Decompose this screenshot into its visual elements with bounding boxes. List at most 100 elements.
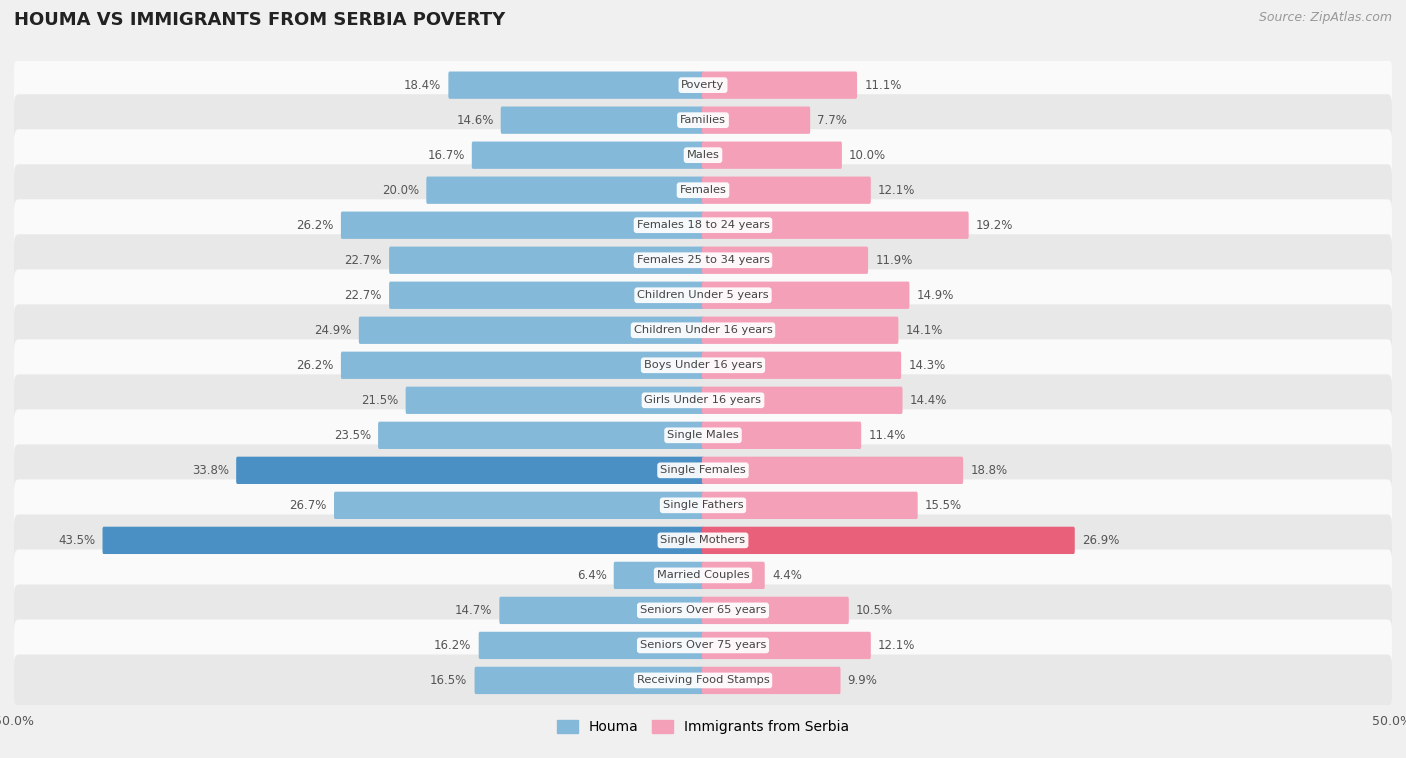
FancyBboxPatch shape [14, 269, 1392, 321]
Text: 10.5%: 10.5% [856, 604, 893, 617]
Text: Females: Females [679, 185, 727, 196]
Text: 15.5%: 15.5% [925, 499, 962, 512]
FancyBboxPatch shape [499, 597, 704, 624]
Legend: Houma, Immigrants from Serbia: Houma, Immigrants from Serbia [551, 715, 855, 740]
Text: 10.0%: 10.0% [849, 149, 886, 161]
Text: 16.7%: 16.7% [427, 149, 464, 161]
FancyBboxPatch shape [14, 130, 1392, 181]
FancyBboxPatch shape [335, 492, 704, 519]
FancyBboxPatch shape [449, 71, 704, 99]
FancyBboxPatch shape [389, 281, 704, 309]
FancyBboxPatch shape [472, 142, 704, 169]
FancyBboxPatch shape [702, 456, 963, 484]
Text: 12.1%: 12.1% [877, 639, 915, 652]
FancyBboxPatch shape [702, 492, 918, 519]
FancyBboxPatch shape [702, 562, 765, 589]
Text: 14.3%: 14.3% [908, 359, 946, 371]
Text: 18.8%: 18.8% [970, 464, 1008, 477]
FancyBboxPatch shape [14, 199, 1392, 251]
Text: 24.9%: 24.9% [315, 324, 352, 337]
Text: 6.4%: 6.4% [576, 569, 606, 582]
Text: Females 25 to 34 years: Females 25 to 34 years [637, 255, 769, 265]
FancyBboxPatch shape [702, 107, 810, 134]
Text: 14.1%: 14.1% [905, 324, 943, 337]
FancyBboxPatch shape [14, 59, 1392, 111]
FancyBboxPatch shape [340, 211, 704, 239]
FancyBboxPatch shape [702, 281, 910, 309]
Text: 22.7%: 22.7% [344, 254, 382, 267]
FancyBboxPatch shape [14, 340, 1392, 391]
Text: 14.4%: 14.4% [910, 394, 948, 407]
Text: 12.1%: 12.1% [877, 183, 915, 196]
Text: Single Mothers: Single Mothers [661, 535, 745, 545]
Text: Single Females: Single Females [661, 465, 745, 475]
Text: Receiving Food Stamps: Receiving Food Stamps [637, 675, 769, 685]
Text: 33.8%: 33.8% [193, 464, 229, 477]
Text: Single Males: Single Males [666, 431, 740, 440]
Text: 19.2%: 19.2% [976, 219, 1014, 232]
FancyBboxPatch shape [426, 177, 704, 204]
FancyBboxPatch shape [478, 631, 704, 659]
FancyBboxPatch shape [14, 94, 1392, 146]
FancyBboxPatch shape [702, 211, 969, 239]
Text: 26.2%: 26.2% [297, 219, 333, 232]
FancyBboxPatch shape [475, 667, 704, 694]
FancyBboxPatch shape [340, 352, 704, 379]
Text: Poverty: Poverty [682, 80, 724, 90]
FancyBboxPatch shape [702, 527, 1074, 554]
FancyBboxPatch shape [406, 387, 704, 414]
Text: Children Under 5 years: Children Under 5 years [637, 290, 769, 300]
Text: 26.2%: 26.2% [297, 359, 333, 371]
Text: Families: Families [681, 115, 725, 125]
Text: 22.7%: 22.7% [344, 289, 382, 302]
FancyBboxPatch shape [702, 71, 858, 99]
FancyBboxPatch shape [14, 550, 1392, 601]
Text: Seniors Over 75 years: Seniors Over 75 years [640, 641, 766, 650]
FancyBboxPatch shape [14, 619, 1392, 672]
FancyBboxPatch shape [702, 177, 870, 204]
FancyBboxPatch shape [14, 479, 1392, 531]
Text: 14.6%: 14.6% [456, 114, 494, 127]
Text: Single Fathers: Single Fathers [662, 500, 744, 510]
Text: 7.7%: 7.7% [817, 114, 848, 127]
Text: 16.2%: 16.2% [434, 639, 471, 652]
FancyBboxPatch shape [14, 234, 1392, 286]
FancyBboxPatch shape [103, 527, 704, 554]
FancyBboxPatch shape [702, 246, 868, 274]
FancyBboxPatch shape [702, 387, 903, 414]
Text: Males: Males [686, 150, 720, 160]
Text: Girls Under 16 years: Girls Under 16 years [644, 396, 762, 406]
Text: 21.5%: 21.5% [361, 394, 398, 407]
Text: 23.5%: 23.5% [333, 429, 371, 442]
Text: 9.9%: 9.9% [848, 674, 877, 687]
Text: Boys Under 16 years: Boys Under 16 years [644, 360, 762, 370]
FancyBboxPatch shape [378, 421, 704, 449]
FancyBboxPatch shape [702, 421, 862, 449]
Text: 18.4%: 18.4% [404, 79, 441, 92]
Text: 4.4%: 4.4% [772, 569, 801, 582]
FancyBboxPatch shape [14, 409, 1392, 461]
Text: 26.7%: 26.7% [290, 499, 326, 512]
FancyBboxPatch shape [14, 305, 1392, 356]
Text: Females 18 to 24 years: Females 18 to 24 years [637, 221, 769, 230]
FancyBboxPatch shape [702, 142, 842, 169]
Text: 14.9%: 14.9% [917, 289, 953, 302]
FancyBboxPatch shape [14, 654, 1392, 706]
FancyBboxPatch shape [702, 631, 870, 659]
Text: Married Couples: Married Couples [657, 570, 749, 581]
FancyBboxPatch shape [702, 352, 901, 379]
FancyBboxPatch shape [702, 597, 849, 624]
FancyBboxPatch shape [501, 107, 704, 134]
FancyBboxPatch shape [359, 317, 704, 344]
Text: 26.9%: 26.9% [1083, 534, 1119, 547]
FancyBboxPatch shape [14, 515, 1392, 566]
FancyBboxPatch shape [613, 562, 704, 589]
Text: Source: ZipAtlas.com: Source: ZipAtlas.com [1258, 11, 1392, 24]
FancyBboxPatch shape [702, 667, 841, 694]
FancyBboxPatch shape [14, 444, 1392, 496]
Text: 16.5%: 16.5% [430, 674, 467, 687]
Text: 14.7%: 14.7% [454, 604, 492, 617]
FancyBboxPatch shape [14, 584, 1392, 636]
Text: HOUMA VS IMMIGRANTS FROM SERBIA POVERTY: HOUMA VS IMMIGRANTS FROM SERBIA POVERTY [14, 11, 505, 30]
FancyBboxPatch shape [14, 374, 1392, 426]
